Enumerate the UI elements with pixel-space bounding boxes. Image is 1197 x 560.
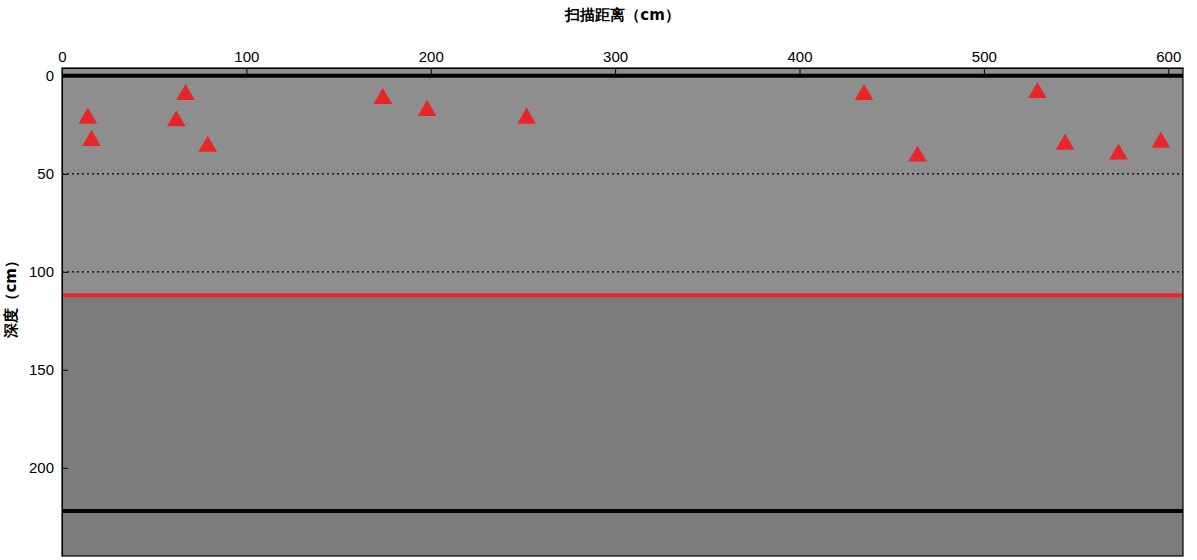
tick-mark — [62, 468, 68, 469]
tick-label: 500 — [972, 48, 997, 65]
tick-mark — [800, 68, 801, 74]
tick-label: 200 — [29, 459, 54, 476]
tick-mark — [62, 272, 68, 273]
point — [176, 84, 195, 100]
tick-mark — [984, 68, 985, 74]
chart: 0 100 200 300 400 500 600 0 50 100 150 200 扫描距离（cm） 深… — [0, 0, 1197, 560]
point — [1028, 82, 1047, 98]
tick-label: 150 — [29, 361, 54, 378]
reference-line — [62, 271, 1183, 272]
tick: 600 — [1156, 48, 1181, 74]
point — [198, 136, 217, 152]
axis-title: 深度（cm） — [2, 253, 20, 339]
point — [1152, 132, 1171, 148]
tick-label: 100 — [29, 263, 54, 280]
point — [167, 110, 186, 126]
point — [82, 130, 101, 146]
tick: 500 — [972, 48, 997, 74]
tick-label: 200 — [419, 48, 444, 65]
axis-line — [62, 69, 63, 557]
marks — [62, 76, 1183, 511]
plot: 0 100 200 300 400 500 600 0 50 100 150 200 — [29, 48, 1184, 557]
tick: 100 — [29, 263, 68, 280]
point — [908, 145, 927, 161]
tick-label: 100 — [234, 48, 259, 65]
tick-mark — [615, 68, 616, 74]
point — [855, 84, 874, 100]
tick-label: 0 — [58, 48, 66, 65]
tick: 150 — [29, 361, 68, 378]
background — [62, 68, 1183, 295]
reference-line — [62, 293, 1183, 297]
point — [418, 100, 437, 116]
axis-line — [63, 68, 1184, 69]
tick: 300 — [603, 48, 628, 74]
tick-label: 400 — [787, 48, 812, 65]
point — [1109, 143, 1128, 159]
tick: 400 — [787, 48, 812, 74]
tick-mark — [1168, 68, 1169, 74]
background — [62, 295, 1183, 556]
tick: 200 — [419, 48, 444, 74]
reference-line — [62, 509, 1183, 513]
tick-label: 300 — [603, 48, 628, 65]
point — [517, 108, 536, 124]
tick: 100 — [234, 48, 259, 74]
tick-mark — [62, 174, 68, 175]
tick: 50 — [37, 165, 68, 182]
tick-label: 0 — [46, 67, 54, 84]
tick-mark — [62, 370, 68, 371]
point — [374, 88, 393, 104]
frame — [62, 68, 1183, 556]
tick-mark — [431, 68, 432, 74]
point — [79, 108, 98, 124]
tick-label: 50 — [37, 165, 54, 182]
point — [1056, 134, 1075, 150]
tick: 0 — [46, 67, 68, 84]
y-axis: 0 50 100 150 200 — [29, 67, 68, 556]
x-axis: 0 100 200 300 400 500 600 — [58, 48, 1183, 74]
tick-label: 600 — [1156, 48, 1181, 65]
tick-mark — [246, 68, 247, 74]
reference-line — [62, 74, 1183, 78]
axis-title: 扫描距离（cm） — [564, 6, 680, 24]
tick-mark — [62, 76, 68, 77]
tick: 200 — [29, 459, 68, 476]
reference-line — [62, 173, 1183, 174]
